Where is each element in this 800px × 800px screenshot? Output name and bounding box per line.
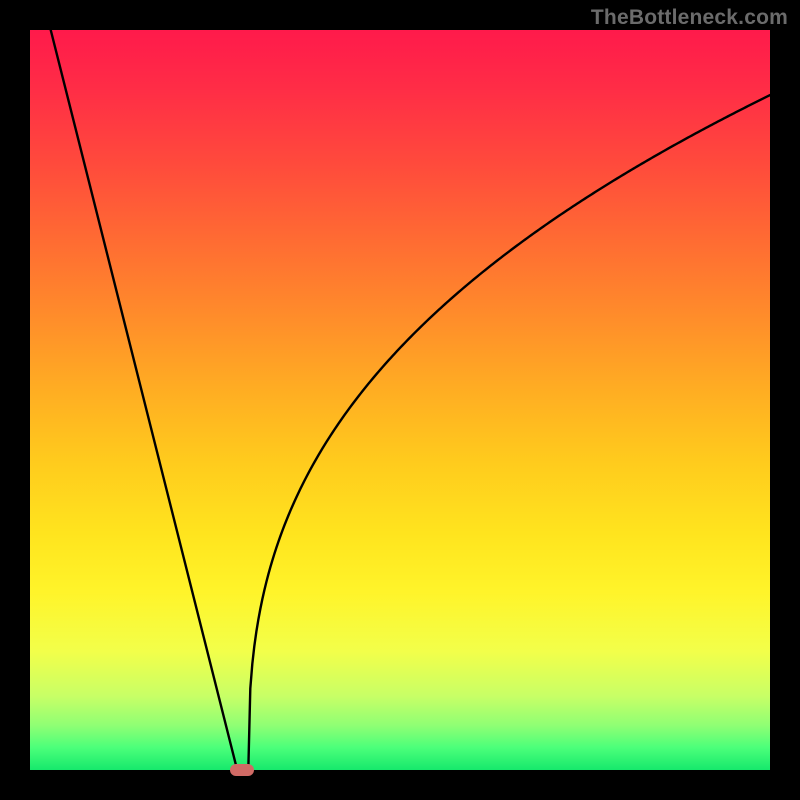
plot-area — [30, 30, 770, 770]
chart-frame: TheBottleneck.com — [0, 0, 800, 800]
bottleneck-curve — [30, 30, 770, 770]
watermark-text: TheBottleneck.com — [591, 6, 788, 30]
optimal-point-marker — [230, 764, 254, 776]
